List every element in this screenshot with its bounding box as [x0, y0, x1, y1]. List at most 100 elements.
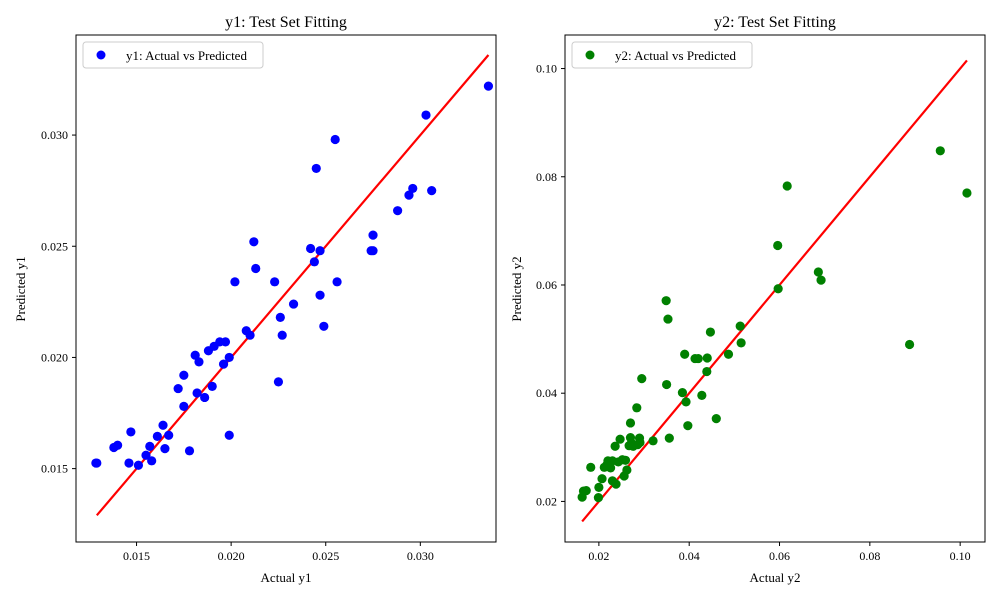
y1-data-point	[218, 359, 229, 369]
y1-plot-area-frame	[75, 34, 497, 543]
y2-y-axis-label: Predicted y2	[509, 256, 524, 321]
y2-data-point	[606, 463, 616, 473]
y2-data-point	[593, 493, 604, 503]
y1-ideal-fit-segment	[95, 54, 490, 517]
y2-x-tick-label: 0.02	[588, 549, 609, 563]
y2-data-point	[904, 339, 915, 350]
y1-chart-title: y1: Test Set Fitting	[225, 14, 347, 31]
y1-data-point	[305, 243, 316, 254]
y2-x-tick-label: 0.04	[679, 549, 700, 563]
y1-data-point	[224, 430, 234, 440]
y1-data-point	[224, 352, 234, 363]
y1-data-point	[251, 263, 261, 274]
y2-legend-box	[571, 41, 753, 69]
y1-data-point	[421, 110, 431, 120]
y1-data-point	[179, 370, 189, 380]
y1-data-point	[158, 420, 168, 430]
y1-data-point	[245, 330, 255, 340]
y1-data-point	[141, 450, 151, 460]
y1-data-point	[408, 183, 418, 194]
y2-data-point	[705, 327, 716, 337]
y2-y-tick-label: 0.10	[536, 62, 557, 76]
y2-data-point	[615, 434, 625, 444]
y1-data-point	[230, 277, 240, 287]
y2-data-point	[773, 240, 783, 251]
y2-data-point	[648, 436, 658, 446]
y1-data-point	[330, 134, 340, 145]
y2-axis-ticks: 0.02 0.04 0.06 0.08 0.10 0.02 0.04 0.06 0.08 0.10	[536, 62, 971, 563]
y1-data-point	[270, 277, 280, 287]
y1-data-point	[124, 458, 134, 468]
y1-data-point	[288, 299, 299, 309]
y1-legend-label: y1: Actual vs Predicted	[126, 48, 247, 63]
y1-data-point	[173, 383, 183, 394]
y2-data-point	[610, 441, 620, 451]
y2-data-point	[693, 353, 703, 364]
y2-data-point	[632, 403, 642, 413]
y1-data-point	[164, 430, 174, 440]
y1-data-point	[126, 427, 136, 437]
y1-subplot: y1: Test Set Fitting Actual y1 Predicted…	[13, 14, 497, 585]
y2-legend-marker	[585, 50, 595, 60]
y2-legend: y2: Actual vs Predicted	[571, 41, 753, 69]
y2-plot-area-frame	[564, 34, 986, 543]
y2-data-point	[935, 146, 945, 156]
y1-data-point	[194, 357, 204, 367]
y1-data-point	[220, 337, 231, 347]
y2-data-point	[773, 284, 783, 294]
y2-data-point	[664, 433, 674, 443]
y1-data-point	[184, 446, 195, 456]
y1-data-point	[207, 381, 217, 391]
y2-data-point	[816, 275, 826, 285]
y2-data-point	[683, 421, 693, 431]
y1-data-point	[91, 458, 101, 468]
y1-y-tick-label: 0.015	[41, 462, 68, 476]
y2-data-point	[702, 353, 712, 363]
y1-data-point	[483, 81, 494, 91]
y2-x-tick-label: 0.10	[950, 549, 971, 563]
y1-data-point	[277, 330, 287, 340]
y2-y-tick-label: 0.04	[536, 386, 557, 400]
y1-data-point	[179, 401, 189, 411]
y2-data-point	[962, 188, 972, 198]
y2-data-point	[611, 479, 621, 489]
y2-data-point	[662, 379, 672, 390]
y2-data-point	[723, 349, 734, 359]
y1-data-point	[190, 350, 200, 360]
y1-data-point	[311, 163, 321, 174]
y1-data-point	[200, 392, 210, 403]
y1-data-point	[393, 206, 403, 216]
y1-data-point	[404, 190, 414, 200]
y2-data-point	[586, 462, 596, 472]
y2-data-point	[661, 296, 671, 306]
y2-chart-title: y2: Test Set Fitting	[714, 14, 836, 31]
y1-data-point	[275, 312, 285, 323]
y2-legend-label: y2: Actual vs Predicted	[615, 48, 736, 63]
y1-data-point	[249, 237, 259, 247]
y1-axis-ticks: 0.015 0.020 0.025 0.030 0.015 0.020 0.025 0.030	[41, 128, 434, 563]
y1-ideal-fit-line	[95, 54, 490, 517]
y2-y-tick-label: 0.08	[536, 170, 557, 184]
y1-y-tick-label: 0.025	[41, 239, 68, 253]
y1-x-tick-label: 0.020	[218, 549, 245, 563]
y2-data-point	[635, 437, 645, 448]
y2-data-point	[680, 349, 690, 359]
y1-data-point	[315, 290, 325, 300]
y2-data-point	[637, 373, 647, 384]
y2-data-point	[735, 321, 745, 331]
y2-data-point	[677, 388, 688, 398]
y2-data-point	[620, 455, 631, 465]
y1-data-point	[368, 230, 378, 240]
y1-data-point	[133, 460, 144, 470]
y1-scatter-points	[91, 81, 494, 470]
y2-data-point	[711, 414, 721, 424]
y1-data-point	[319, 321, 329, 331]
y1-y-tick-label: 0.030	[41, 128, 68, 142]
y1-legend-marker	[96, 50, 106, 60]
y2-x-tick-label: 0.06	[769, 549, 790, 563]
y2-data-point	[622, 465, 632, 475]
y2-subplot: y2: Test Set Fitting Actual y2 Predicted…	[509, 14, 986, 585]
y2-data-point	[681, 397, 691, 407]
